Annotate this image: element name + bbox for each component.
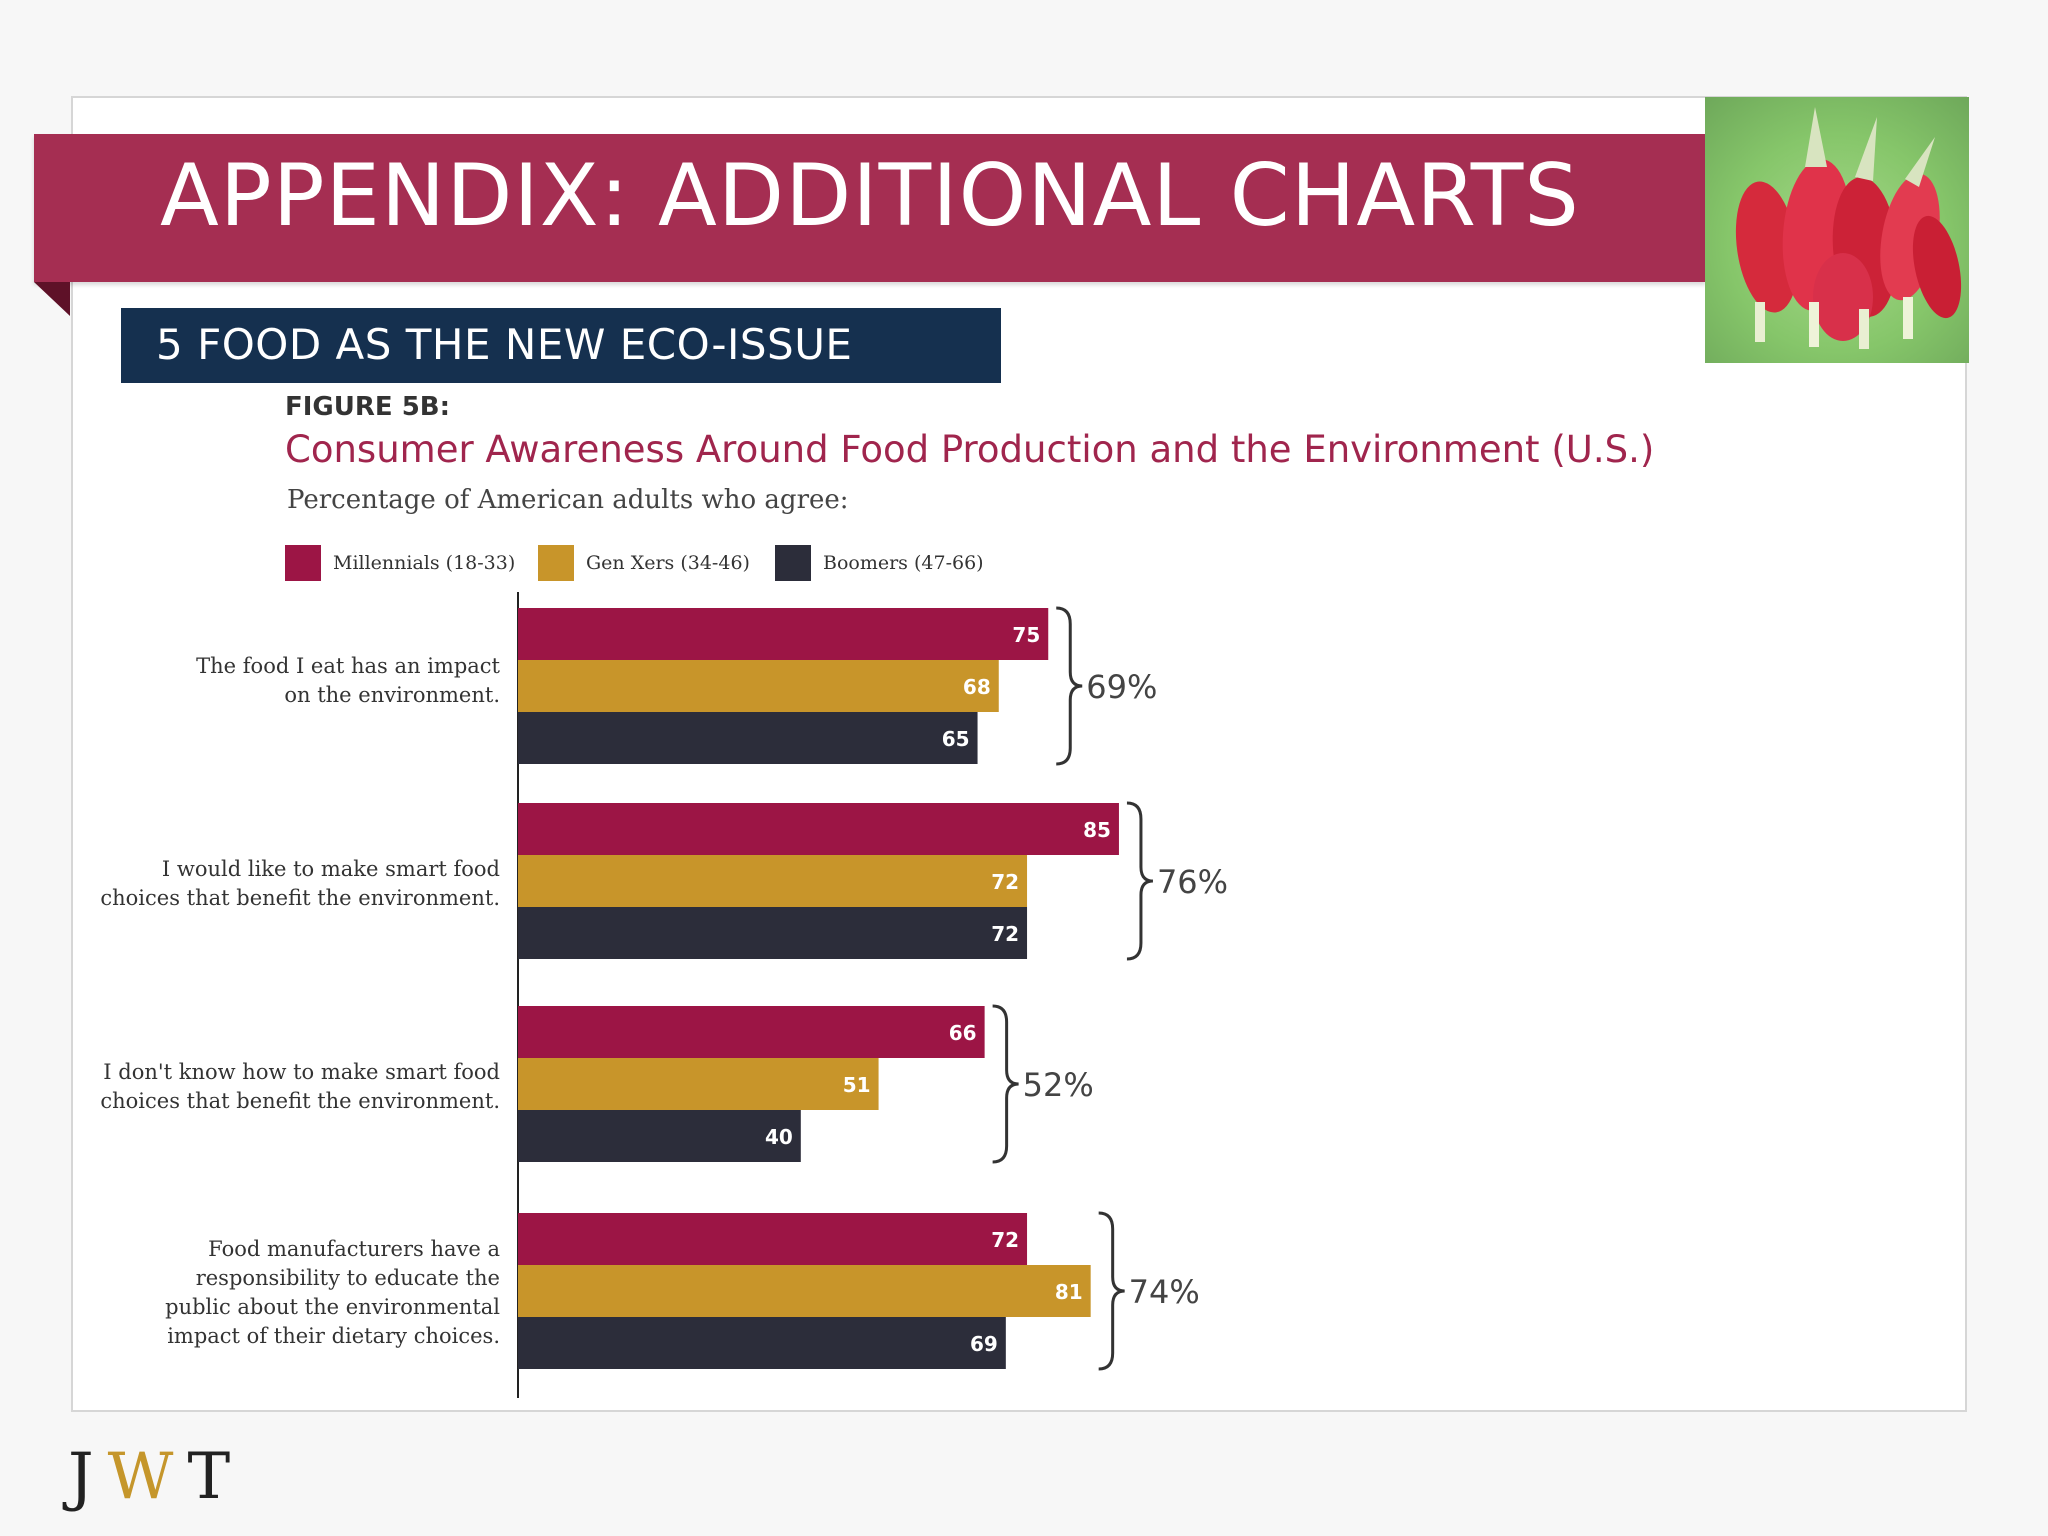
group-brace xyxy=(992,1004,1019,1164)
bar-value-label: 69 xyxy=(970,1332,998,1356)
bar xyxy=(518,1317,1006,1369)
category-label: Food manufacturers have a responsibility… xyxy=(165,1237,500,1348)
bar-value-label: 66 xyxy=(949,1021,977,1045)
bar-value-label: 72 xyxy=(991,1228,1019,1252)
legend-label-boomers: Boomers (47-66) xyxy=(823,552,984,574)
bar-value-label: 72 xyxy=(991,870,1019,894)
group-total-label: 76% xyxy=(1157,863,1228,901)
figure-label: FIGURE 5B: xyxy=(285,392,451,422)
title-banner xyxy=(34,134,1706,282)
bar xyxy=(518,660,999,712)
bar-value-label: 72 xyxy=(991,922,1019,946)
bar-value-label: 85 xyxy=(1083,818,1111,842)
bar xyxy=(518,1058,879,1110)
bar-value-label: 75 xyxy=(1012,623,1040,647)
bar xyxy=(518,1006,985,1058)
radish-bunch xyxy=(1735,107,1962,349)
bar-value-label: 40 xyxy=(765,1125,793,1149)
bar xyxy=(518,803,1119,855)
chart-legend: Millennials (18-33) Gen Xers (34-46) Boo… xyxy=(0,545,1100,583)
group-total-label: 74% xyxy=(1129,1273,1200,1311)
bar xyxy=(518,1213,1028,1265)
legend-item-genx: Gen Xers (34-46) xyxy=(538,545,750,581)
group-total-label: 69% xyxy=(1086,668,1157,706)
group-brace xyxy=(1098,1211,1125,1371)
bar xyxy=(518,712,978,764)
bar xyxy=(518,907,1028,959)
bar-value-label: 81 xyxy=(1055,1280,1083,1304)
bar xyxy=(518,855,1028,907)
bar xyxy=(518,608,1049,660)
page-title: APPENDIX: ADDITIONAL CHARTS xyxy=(160,146,1580,246)
group-brace xyxy=(1126,801,1154,961)
logo-letter-w: W xyxy=(107,1440,188,1514)
legend-item-millennials: Millennials (18-33) xyxy=(285,545,515,581)
bar-value-label: 65 xyxy=(942,727,970,751)
category-label: The food I eat has an impact on the envi… xyxy=(196,654,500,707)
group-total-label: 52% xyxy=(1023,1066,1094,1104)
legend-item-boomers: Boomers (47-66) xyxy=(775,545,984,581)
bar-value-label: 68 xyxy=(963,675,991,699)
legend-swatch-genx xyxy=(538,545,574,581)
legend-label-millennials: Millennials (18-33) xyxy=(333,552,516,574)
legend-label-genx: Gen Xers (34-46) xyxy=(586,552,750,574)
chart-title: Consumer Awareness Around Food Productio… xyxy=(285,428,1655,471)
bar xyxy=(518,1110,801,1162)
bar-value-label: 51 xyxy=(843,1073,871,1097)
radish-photo-icon xyxy=(1705,97,1969,363)
section-title: 5 FOOD AS THE NEW ECO-ISSUE xyxy=(156,320,853,369)
bar xyxy=(518,1265,1091,1317)
jwt-logo: JWT xyxy=(68,1440,244,1520)
group-brace xyxy=(1056,606,1083,766)
section-bar xyxy=(121,308,1001,383)
radish-illustration xyxy=(1735,107,1962,349)
banner-fold xyxy=(34,282,70,316)
legend-swatch-boomers xyxy=(775,545,811,581)
category-label: I don't know how to make smart food choi… xyxy=(100,1060,500,1113)
category-label: I would like to make smart food choices … xyxy=(100,857,500,910)
chart-subtitle: Percentage of American adults who agree: xyxy=(287,485,849,515)
logo-letter-t: T xyxy=(187,1440,245,1514)
legend-swatch-millennials xyxy=(285,545,321,581)
logo-letter-j: J xyxy=(68,1440,108,1514)
